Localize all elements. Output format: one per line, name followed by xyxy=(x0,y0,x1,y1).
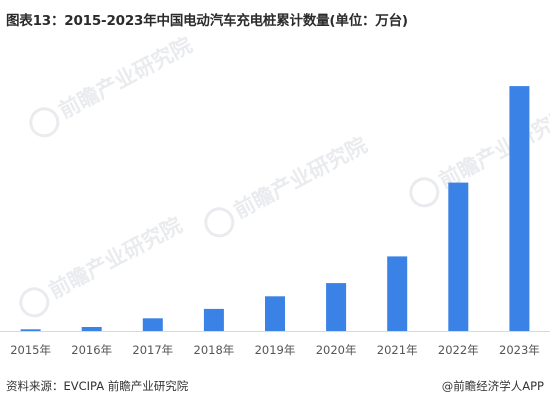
bar xyxy=(326,283,347,331)
x-tick-label: 2023年 xyxy=(499,343,540,357)
x-tick-label: 2017年 xyxy=(132,343,173,357)
bar xyxy=(387,256,408,331)
bars-group xyxy=(20,86,530,331)
bar xyxy=(448,182,469,331)
x-tick-label: 2015年 xyxy=(10,343,51,357)
bar xyxy=(81,327,102,331)
source-note: 资料来源：EVCIPA 前瞻产业研究院 xyxy=(6,379,189,393)
x-tick-label: 2021年 xyxy=(377,343,418,357)
x-tick-label: 2020年 xyxy=(316,343,357,357)
x-tick-label: 2022年 xyxy=(438,343,479,357)
x-tick-label: 2016年 xyxy=(71,343,112,357)
brand-credit: @前瞻经济学人APP xyxy=(441,379,544,393)
x-tick-label: 2018年 xyxy=(194,343,235,357)
bar xyxy=(20,329,41,331)
bar xyxy=(265,296,285,331)
x-tick-label: 2019年 xyxy=(255,343,296,357)
chart-title: 图表13：2015-2023年中国电动汽车充电桩累计数量(单位：万台) xyxy=(6,13,408,29)
x-tick-labels: 2015年 2016年 2017年 2018年 2019年 2020年 2021年 2022年… xyxy=(10,343,540,357)
bar xyxy=(203,308,224,331)
bar xyxy=(509,86,530,331)
bar xyxy=(142,318,163,331)
